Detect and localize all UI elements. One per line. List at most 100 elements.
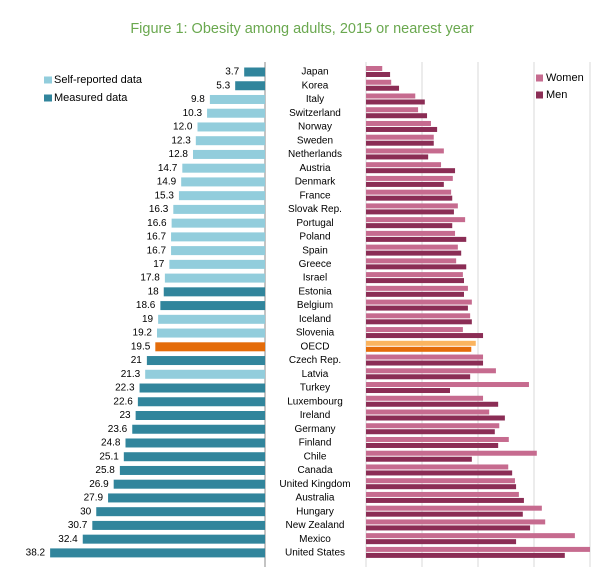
category-label: Denmark bbox=[295, 177, 337, 188]
category-label: France bbox=[299, 190, 331, 201]
bar bbox=[366, 360, 484, 366]
value-label: 32.4 bbox=[58, 534, 78, 545]
bar bbox=[366, 79, 392, 85]
bar bbox=[244, 67, 265, 77]
bar bbox=[366, 546, 590, 552]
bar bbox=[366, 148, 444, 154]
legend-label: Women bbox=[546, 72, 584, 84]
bar bbox=[171, 232, 265, 242]
bar bbox=[366, 107, 419, 113]
bar bbox=[366, 319, 472, 325]
chart-title: Figure 1: Obesity among adults, 2015 or … bbox=[130, 21, 474, 37]
bar bbox=[50, 548, 265, 558]
bar bbox=[207, 108, 265, 118]
bar bbox=[366, 203, 458, 209]
category-label: Belgium bbox=[297, 300, 333, 311]
value-label: 21 bbox=[131, 355, 143, 366]
category-label: Chile bbox=[304, 451, 327, 462]
value-label: 25.1 bbox=[99, 451, 119, 462]
value-label: 12.3 bbox=[171, 135, 191, 146]
category-label: Estonia bbox=[298, 286, 332, 297]
bar bbox=[366, 305, 468, 311]
bar bbox=[171, 246, 265, 256]
value-label: 12.8 bbox=[169, 149, 189, 160]
value-label: 10.3 bbox=[183, 108, 203, 119]
value-label: 25.8 bbox=[95, 465, 115, 476]
category-label: United Kingdom bbox=[279, 479, 350, 490]
bar bbox=[96, 507, 265, 517]
category-label: Germany bbox=[294, 424, 335, 435]
bar bbox=[366, 423, 500, 429]
bar bbox=[139, 383, 265, 393]
bar bbox=[366, 264, 467, 270]
value-label: 23.6 bbox=[108, 424, 128, 435]
bar bbox=[366, 511, 523, 517]
bar bbox=[366, 409, 490, 415]
bar bbox=[366, 299, 472, 305]
bar bbox=[366, 189, 452, 195]
bar bbox=[366, 272, 463, 278]
bar bbox=[197, 122, 265, 132]
bar bbox=[366, 168, 456, 174]
bar bbox=[163, 287, 265, 297]
bar bbox=[366, 464, 509, 470]
bar bbox=[366, 327, 463, 333]
bar bbox=[366, 552, 565, 558]
bar bbox=[366, 313, 471, 319]
bar bbox=[132, 424, 265, 434]
bar bbox=[366, 126, 438, 132]
value-label: 14.9 bbox=[157, 177, 177, 188]
bar bbox=[366, 395, 484, 401]
bar bbox=[366, 368, 496, 374]
bar bbox=[82, 534, 265, 544]
value-label: 30.7 bbox=[68, 520, 88, 531]
category-label: Norway bbox=[298, 122, 332, 133]
bar bbox=[366, 401, 499, 407]
bar bbox=[366, 484, 517, 490]
category-label: Canada bbox=[297, 465, 332, 476]
bar bbox=[366, 519, 546, 525]
bar bbox=[235, 81, 265, 91]
bar bbox=[366, 217, 466, 223]
bar bbox=[158, 314, 265, 324]
bar bbox=[113, 479, 265, 489]
category-label: Slovenia bbox=[296, 328, 335, 339]
category-label: Luxembourg bbox=[287, 396, 343, 407]
bar bbox=[366, 539, 517, 545]
bar bbox=[366, 285, 468, 291]
value-label: 18.6 bbox=[136, 300, 156, 311]
bar bbox=[178, 191, 265, 201]
bar bbox=[366, 181, 444, 187]
bar bbox=[366, 72, 391, 77]
value-label: 3.7 bbox=[225, 67, 239, 78]
bar bbox=[366, 533, 575, 539]
value-label: 24.8 bbox=[101, 438, 121, 449]
bar bbox=[366, 99, 425, 105]
bar bbox=[366, 175, 453, 181]
value-label: 5.3 bbox=[216, 80, 230, 91]
bar bbox=[155, 342, 265, 352]
value-label: 19 bbox=[142, 314, 154, 325]
bar bbox=[366, 346, 472, 352]
bar bbox=[366, 223, 453, 229]
bar bbox=[366, 525, 531, 531]
bar bbox=[366, 429, 495, 435]
category-label: Portugal bbox=[296, 218, 333, 229]
bar bbox=[92, 520, 265, 530]
value-label: 21.3 bbox=[121, 369, 141, 380]
category-label: Netherlands bbox=[288, 149, 342, 160]
bar bbox=[366, 209, 454, 215]
category-label: Iceland bbox=[299, 314, 331, 325]
legend-swatch bbox=[536, 74, 543, 82]
bar bbox=[366, 374, 471, 380]
value-label: 23 bbox=[120, 410, 132, 421]
bar bbox=[366, 93, 416, 99]
bar bbox=[366, 497, 524, 503]
value-label: 16.6 bbox=[147, 218, 167, 229]
bar bbox=[366, 162, 442, 168]
bar bbox=[209, 94, 265, 104]
bar bbox=[366, 354, 484, 360]
value-label: 17.8 bbox=[140, 273, 160, 284]
bar bbox=[366, 236, 467, 242]
bar bbox=[366, 195, 453, 201]
